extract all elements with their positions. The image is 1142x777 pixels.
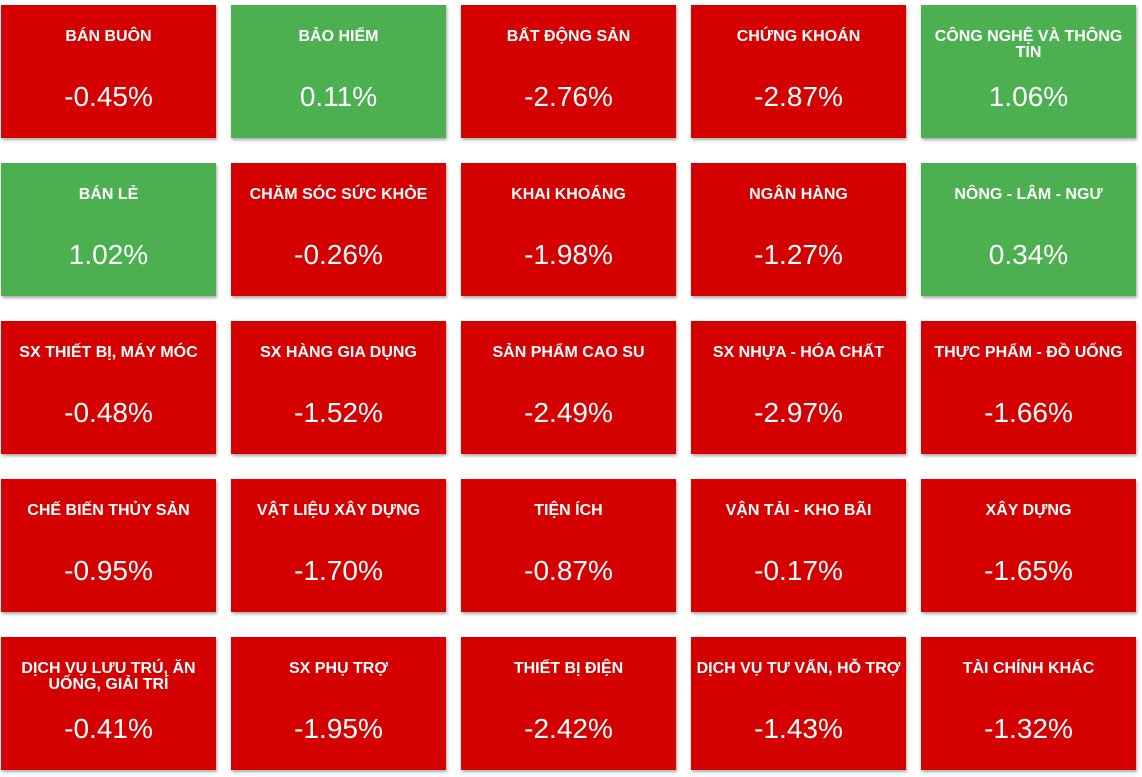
sector-tile[interactable]: BÁN BUÔN -0.45% <box>1 5 216 138</box>
sector-tile[interactable]: SX NHỰA - HÓA CHẤT -2.97% <box>691 321 906 454</box>
sector-change-value: 1.06% <box>988 81 1069 112</box>
sector-name: NÔNG - LÂM - NGƯ <box>954 186 1103 203</box>
sector-name: BÁN LẺ <box>78 186 139 203</box>
sector-tile[interactable]: TIỆN ÍCH -0.87% <box>461 479 676 612</box>
sector-name: SẢN PHẨM CAO SU <box>492 344 645 361</box>
sector-change-value: -0.41% <box>64 713 153 744</box>
sector-name: BÁN BUÔN <box>65 28 152 45</box>
sector-change-value: -0.17% <box>754 555 843 586</box>
sector-name: TIỆN ÍCH <box>534 502 603 519</box>
sector-tile[interactable]: CHỨNG KHOÁN -2.87% <box>691 5 906 138</box>
sector-tile[interactable]: VẬN TẢI - KHO BÃI -0.17% <box>691 479 906 612</box>
sector-name: THỰC PHẨM - ĐỒ UỐNG <box>934 344 1123 361</box>
sector-tile[interactable]: KHAI KHOÁNG -1.98% <box>461 163 676 296</box>
sector-change-value: -1.32% <box>984 713 1073 744</box>
sector-tile[interactable]: SX THIẾT BỊ, MÁY MÓC -0.48% <box>1 321 216 454</box>
sector-name: CÔNG NGHỆ VÀ THÔNG TIN <box>934 28 1123 61</box>
sector-change-value: -1.66% <box>984 397 1073 428</box>
sector-tile[interactable]: DỊCH VỤ LƯU TRÚ, ĂN UỐNG, GIẢI TRÍ -0.41% <box>1 637 216 770</box>
sector-change-value: -0.45% <box>64 81 153 112</box>
sector-tile[interactable]: BẤT ĐỘNG SẢN -2.76% <box>461 5 676 138</box>
sector-tile[interactable]: TÀI CHÍNH KHÁC -1.32% <box>921 637 1136 770</box>
sector-change-value: 0.11% <box>299 81 378 112</box>
sector-change-value: -1.52% <box>294 397 383 428</box>
sector-change-value: 1.02% <box>68 239 149 270</box>
sector-tile[interactable]: NGÂN HÀNG -1.27% <box>691 163 906 296</box>
sector-change-value: -0.95% <box>64 555 153 586</box>
sector-change-value: -2.42% <box>524 713 613 744</box>
sector-name: THIẾT BỊ ĐIỆN <box>513 660 624 677</box>
sector-change-value: -0.48% <box>64 397 153 428</box>
sector-tile[interactable]: SẢN PHẨM CAO SU -2.49% <box>461 321 676 454</box>
sector-name: BẢO HIỂM <box>298 28 379 45</box>
sector-change-value: -1.98% <box>524 239 613 270</box>
sector-name: VẬT LIỆU XÂY DỰNG <box>256 502 421 519</box>
sector-name: SX THIẾT BỊ, MÁY MÓC <box>19 344 198 361</box>
sector-name: KHAI KHOÁNG <box>511 186 626 203</box>
sector-name: DỊCH VỤ LƯU TRÚ, ĂN UỐNG, GIẢI TRÍ <box>21 660 196 693</box>
sector-tile[interactable]: XÂY DỰNG -1.65% <box>921 479 1136 612</box>
sector-change-value: -2.97% <box>754 397 843 428</box>
sector-name: BẤT ĐỘNG SẢN <box>506 28 631 45</box>
sector-tile[interactable]: SX HÀNG GIA DỤNG -1.52% <box>231 321 446 454</box>
sector-tile[interactable]: CHẾ BIẾN THỦY SẢN -0.95% <box>1 479 216 612</box>
sector-heatmap-grid: BÁN BUÔN -0.45% BẢO HIỂM 0.11% BẤT ĐỘNG SẢN -… <box>1 5 1136 770</box>
sector-tile[interactable]: CÔNG NGHỆ VÀ THÔNG TIN 1.06% <box>921 5 1136 138</box>
sector-tile[interactable]: BẢO HIỂM 0.11% <box>231 5 446 138</box>
sector-change-value: -2.49% <box>524 397 613 428</box>
sector-name: CHĂM SÓC SỨC KHỎE <box>249 186 428 203</box>
sector-name: DỊCH VỤ TƯ VẤN, HỖ TRỢ <box>696 660 901 677</box>
sector-name: XÂY DỰNG <box>985 502 1072 519</box>
sector-name: TÀI CHÍNH KHÁC <box>962 660 1095 677</box>
sector-name: CHỨNG KHOÁN <box>736 28 861 45</box>
sector-change-value: -0.87% <box>524 555 613 586</box>
sector-change-value: -1.65% <box>984 555 1073 586</box>
sector-change-value: -0.26% <box>294 239 383 270</box>
sector-change-value: -2.76% <box>524 81 613 112</box>
sector-name: SX HÀNG GIA DỤNG <box>260 344 417 361</box>
sector-change-value: -1.95% <box>294 713 383 744</box>
sector-tile[interactable]: VẬT LIỆU XÂY DỰNG -1.70% <box>231 479 446 612</box>
sector-tile[interactable]: BÁN LẺ 1.02% <box>1 163 216 296</box>
sector-change-value: -1.43% <box>754 713 843 744</box>
sector-name: SX PHỤ TRỢ <box>289 660 388 677</box>
sector-change-value: -2.87% <box>754 81 843 112</box>
sector-name: SX NHỰA - HÓA CHẤT <box>712 344 885 361</box>
sector-tile[interactable]: NÔNG - LÂM - NGƯ 0.34% <box>921 163 1136 296</box>
sector-tile[interactable]: DỊCH VỤ TƯ VẤN, HỖ TRỢ -1.43% <box>691 637 906 770</box>
sector-tile[interactable]: SX PHỤ TRỢ -1.95% <box>231 637 446 770</box>
sector-change-value: -1.70% <box>294 555 383 586</box>
sector-tile[interactable]: CHĂM SÓC SỨC KHỎE -0.26% <box>231 163 446 296</box>
sector-tile[interactable]: THIẾT BỊ ĐIỆN -2.42% <box>461 637 676 770</box>
sector-name: CHẾ BIẾN THỦY SẢN <box>27 502 190 519</box>
sector-name: VẬN TẢI - KHO BÃI <box>725 502 872 519</box>
sector-change-value: 0.34% <box>988 239 1069 270</box>
sector-name: NGÂN HÀNG <box>749 186 848 203</box>
sector-change-value: -1.27% <box>754 239 843 270</box>
sector-tile[interactable]: THỰC PHẨM - ĐỒ UỐNG -1.66% <box>921 321 1136 454</box>
